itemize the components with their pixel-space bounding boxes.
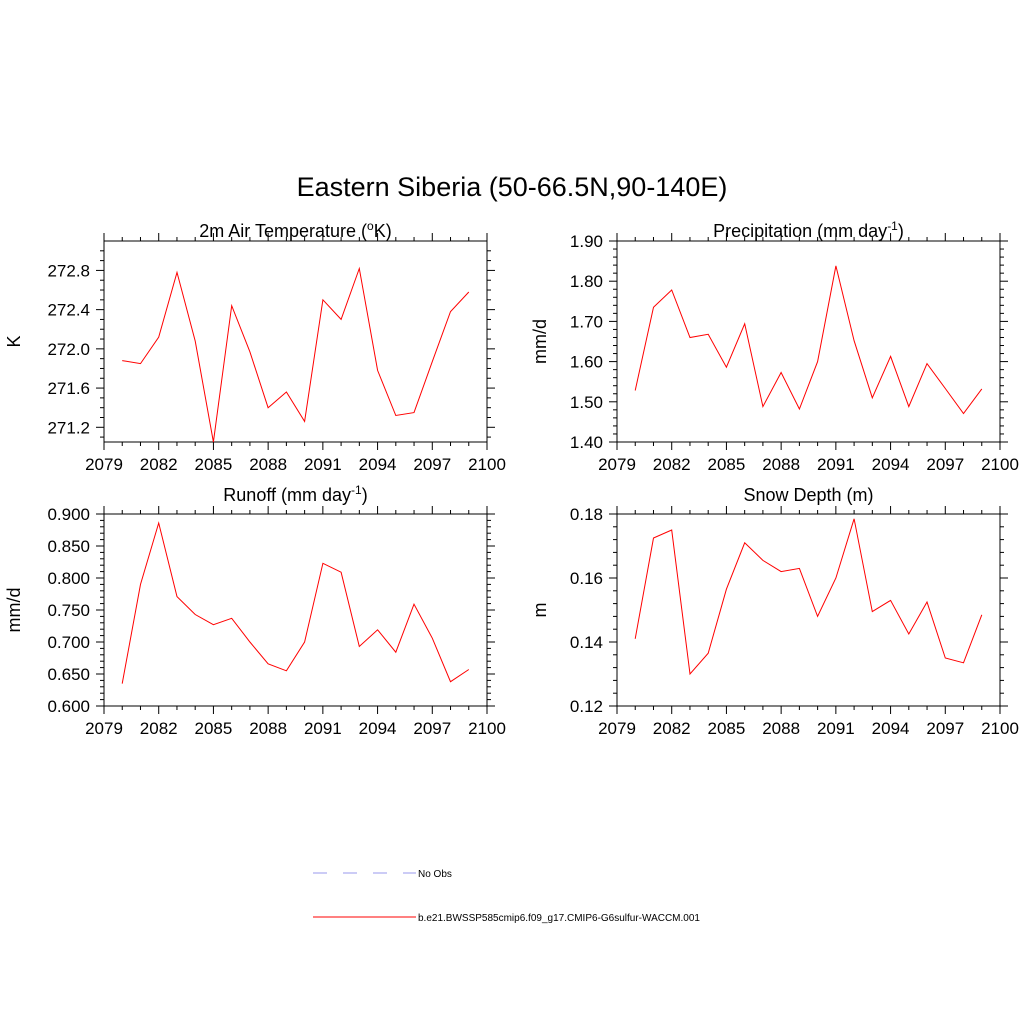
x-tick-label: 2091 [304, 455, 342, 474]
y-axis-label: m [530, 603, 550, 618]
x-tick-label: 2097 [926, 719, 964, 738]
x-tick-label: 2079 [85, 719, 123, 738]
x-tick-label: 2100 [981, 719, 1019, 738]
x-tick-label: 2079 [598, 455, 636, 474]
x-tick-label: 2100 [468, 455, 506, 474]
chart-panel-3: Runoff (mm day-1) mm/d 2079 2082 2085 2088 209… [4, 483, 506, 738]
x-tick-label: 2097 [413, 455, 451, 474]
legend: No Obs b.e21.BWSSP585cmip6.f09_g17.CMIP6-… [313, 869, 700, 924]
y-tick-label: 0.800 [47, 569, 90, 588]
x-tick-label: 2097 [413, 719, 451, 738]
panel-title-text: Precipitation (mm day [713, 221, 887, 241]
chart-panel-4: Snow Depth (m) m 2079 2082 2085 2088 2091 2094 2… [530, 485, 1019, 738]
panel-title-text-end: K) [374, 221, 392, 241]
x-tick-label: 2085 [708, 719, 746, 738]
legend-label-2: b.e21.BWSSP585cmip6.f09_g17.CMIP6-G6sulf… [418, 913, 700, 924]
y-tick-label: 1.70 [570, 312, 603, 331]
y-tick-label: 271.6 [47, 379, 90, 398]
panel-title-text: Runoff (mm day [223, 485, 351, 505]
y-tick-label: 0.650 [47, 665, 90, 684]
x-tick-label: 2100 [468, 719, 506, 738]
chart-panel-1: 2m Air Temperature (oK) K 2079 2082 2085 2088… [4, 219, 506, 474]
panel-title-text-end: ) [898, 221, 904, 241]
y-axis-label: mm/d [4, 588, 24, 633]
y-tick-label: 272.8 [47, 261, 90, 280]
y-axis-label: K [4, 335, 24, 347]
y-tick-label: 0.18 [570, 505, 603, 524]
x-tick-label: 2094 [359, 719, 397, 738]
y-tick-label: 0.14 [570, 633, 603, 652]
x-tick-label: 2082 [653, 719, 691, 738]
y-tick-label: 0.700 [47, 633, 90, 652]
y-tick-label: 1.80 [570, 272, 603, 291]
panel-title: Runoff (mm day-1) [223, 483, 367, 505]
plot-frame [103, 513, 488, 707]
plot-frame [103, 240, 488, 443]
y-tick-label: 0.750 [47, 601, 90, 620]
x-tick-label: 2082 [653, 455, 691, 474]
x-tick-label: 2091 [304, 719, 342, 738]
y-tick-label: 1.60 [570, 353, 603, 372]
y-tick-label: 272.0 [47, 340, 90, 359]
panel-title-text-end: ) [362, 485, 368, 505]
y-tick-label: 1.40 [570, 433, 603, 452]
panel-title-text: Snow Depth (m) [743, 485, 873, 505]
series-line-1 [121, 521, 470, 684]
y-tick-label: 271.2 [47, 418, 90, 437]
y-tick-label: 1.90 [570, 232, 603, 251]
panel-title-superscript: o [367, 219, 374, 233]
x-tick-label: 2079 [598, 719, 636, 738]
figure-title: Eastern Siberia (50-66.5N,90-140E) [297, 172, 728, 202]
y-tick-label: 0.900 [47, 505, 90, 524]
plot-frame [616, 240, 1001, 443]
x-tick-label: 2088 [762, 455, 800, 474]
panel-title: Precipitation (mm day-1) [713, 219, 904, 241]
x-tick-label: 2085 [195, 455, 233, 474]
x-tick-label: 2088 [762, 719, 800, 738]
x-tick-label: 2097 [926, 455, 964, 474]
x-tick-label: 2079 [85, 455, 123, 474]
x-tick-label: 2094 [872, 455, 910, 474]
panel-title: Snow Depth (m) [743, 485, 873, 505]
y-tick-label: 1.50 [570, 393, 603, 412]
x-tick-label: 2091 [817, 719, 855, 738]
panel-title-superscript: -1 [887, 219, 898, 233]
x-tick-label: 2091 [817, 455, 855, 474]
x-tick-label: 2082 [140, 719, 178, 738]
y-tick-label: 0.850 [47, 537, 90, 556]
y-tick-label: 0.16 [570, 569, 603, 588]
y-tick-label: 0.600 [47, 697, 90, 716]
series-line-1 [122, 266, 470, 443]
y-axis-label: mm/d [530, 319, 550, 364]
series-line-1 [634, 518, 983, 676]
series-line-1 [634, 265, 983, 415]
panels: 2m Air Temperature (oK) K 2079 2082 2085 2088… [4, 219, 1019, 738]
x-tick-label: 2094 [359, 455, 397, 474]
x-tick-label: 2088 [249, 455, 287, 474]
panel-title: 2m Air Temperature (oK) [199, 219, 391, 241]
plot-frame [616, 513, 1001, 707]
x-tick-label: 2100 [981, 455, 1019, 474]
y-tick-label: 0.12 [570, 697, 603, 716]
y-tick-label: 272.4 [47, 301, 90, 320]
x-tick-label: 2088 [249, 719, 287, 738]
x-tick-label: 2082 [140, 455, 178, 474]
panel-title-superscript: -1 [351, 483, 362, 497]
x-tick-label: 2085 [195, 719, 233, 738]
chart-panel-2: Precipitation (mm day-1) mm/d 2079 2082 2085… [530, 219, 1019, 474]
legend-label-1: No Obs [418, 869, 452, 880]
x-tick-label: 2094 [872, 719, 910, 738]
x-tick-label: 2085 [708, 455, 746, 474]
panel-title-text: 2m Air Temperature ( [199, 221, 367, 241]
